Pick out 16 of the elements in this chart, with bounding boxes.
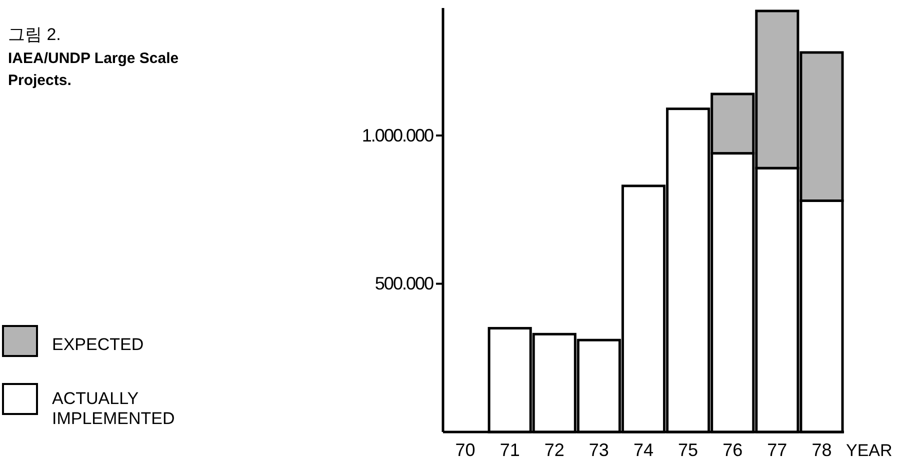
y-tick-label: 500.000 (374, 274, 434, 294)
x-tick-label: 71 (500, 440, 520, 460)
x-tick-label: 76 (722, 440, 743, 460)
x-tick-label: 75 (678, 440, 698, 460)
x-axis-title: YEAR (846, 441, 892, 460)
x-tick-label: 72 (544, 440, 564, 460)
x-tick-label: 74 (633, 440, 654, 460)
legend-label: ACTUALLY IMPLEMENTED (52, 389, 175, 428)
x-tick-label: 77 (767, 440, 788, 460)
x-tick-label: 78 (812, 440, 832, 460)
text: 그림 2. (8, 25, 61, 44)
legend-label: EXPECTED (52, 335, 144, 354)
text: IAEA/UNDP Large Scale Projects. (8, 50, 179, 89)
y-tick-label: 1.000.000 (362, 125, 434, 146)
x-tick-label: 70 (455, 440, 476, 460)
x-tick-label: 73 (588, 440, 609, 460)
